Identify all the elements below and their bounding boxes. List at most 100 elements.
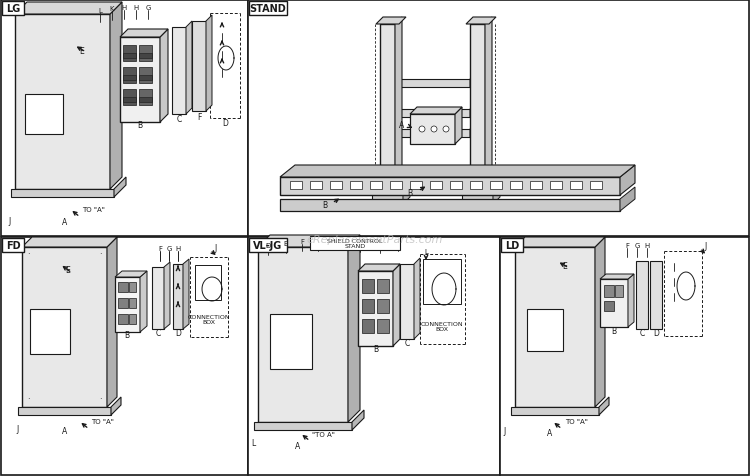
Bar <box>249 238 287 252</box>
Polygon shape <box>395 130 470 138</box>
Polygon shape <box>115 271 147 278</box>
Bar <box>377 299 389 313</box>
Polygon shape <box>470 73 477 88</box>
Text: CONNECTION
BOX: CONNECTION BOX <box>421 321 464 332</box>
Polygon shape <box>410 115 455 145</box>
Polygon shape <box>403 188 410 205</box>
Polygon shape <box>192 22 206 112</box>
Text: D: D <box>653 329 659 338</box>
Text: F: F <box>625 242 629 248</box>
Text: J: J <box>504 426 506 436</box>
Polygon shape <box>515 248 595 407</box>
Bar <box>139 90 152 106</box>
Text: G: G <box>634 242 640 248</box>
Text: B: B <box>322 201 328 210</box>
Text: D: D <box>222 119 228 128</box>
Text: TO "A": TO "A" <box>82 207 105 213</box>
Bar <box>1 238 248 475</box>
Polygon shape <box>114 178 126 198</box>
Bar <box>377 319 389 333</box>
Polygon shape <box>258 248 348 422</box>
Bar <box>139 46 152 62</box>
Text: B: B <box>124 331 130 340</box>
Polygon shape <box>120 38 160 123</box>
Polygon shape <box>595 238 605 407</box>
Text: D: D <box>266 242 271 248</box>
Circle shape <box>443 127 449 133</box>
Polygon shape <box>485 18 492 199</box>
Polygon shape <box>115 278 140 332</box>
Bar <box>248 238 500 475</box>
Polygon shape <box>280 199 620 211</box>
Bar <box>310 237 400 250</box>
Bar <box>139 76 152 81</box>
Polygon shape <box>380 25 395 199</box>
Polygon shape <box>650 261 662 329</box>
Text: ·: · <box>27 250 29 259</box>
Text: C: C <box>639 329 644 338</box>
Polygon shape <box>15 15 110 189</box>
Bar <box>590 182 602 189</box>
Bar <box>550 182 562 189</box>
Polygon shape <box>393 265 400 346</box>
Bar <box>123 68 136 84</box>
Text: ·: · <box>99 395 101 404</box>
Polygon shape <box>628 275 634 327</box>
Bar <box>129 298 136 308</box>
Bar <box>139 54 152 59</box>
Polygon shape <box>107 238 117 407</box>
Polygon shape <box>466 18 496 25</box>
Text: F: F <box>300 238 304 245</box>
Text: ·: · <box>99 250 101 259</box>
Polygon shape <box>22 238 117 248</box>
Polygon shape <box>400 265 414 339</box>
Polygon shape <box>111 397 121 415</box>
Polygon shape <box>636 261 648 329</box>
Polygon shape <box>511 407 599 415</box>
Text: H: H <box>644 242 650 248</box>
Polygon shape <box>414 258 420 339</box>
Polygon shape <box>160 30 168 123</box>
Polygon shape <box>358 271 393 346</box>
Bar <box>330 182 342 189</box>
Polygon shape <box>376 18 406 25</box>
Text: STAND: STAND <box>250 4 286 14</box>
Bar <box>410 182 422 189</box>
Bar <box>25 95 63 135</box>
Polygon shape <box>470 25 485 199</box>
Polygon shape <box>462 195 493 205</box>
Bar <box>362 299 374 313</box>
Text: ·: · <box>27 395 29 404</box>
Text: A: A <box>62 218 68 227</box>
Bar <box>1 1 248 237</box>
Bar <box>248 1 749 237</box>
Text: G: G <box>146 5 151 11</box>
Polygon shape <box>410 108 462 115</box>
Text: CONNECTION
BOX: CONNECTION BOX <box>188 314 230 325</box>
Bar <box>270 314 312 369</box>
Bar <box>290 182 302 189</box>
Bar <box>362 319 374 333</box>
Bar <box>129 282 136 292</box>
Text: H: H <box>357 239 362 246</box>
Bar <box>501 238 523 252</box>
Polygon shape <box>515 238 605 248</box>
Text: K: K <box>396 238 400 245</box>
Text: C: C <box>155 329 160 338</box>
Bar <box>423 259 461 304</box>
Polygon shape <box>470 123 477 138</box>
Text: G: G <box>315 238 321 245</box>
Bar <box>2 238 24 252</box>
Text: TO "A": TO "A" <box>565 418 588 424</box>
Text: C: C <box>176 115 182 124</box>
Polygon shape <box>18 407 111 415</box>
Text: E: E <box>284 240 288 247</box>
Bar <box>527 309 563 351</box>
Text: H: H <box>122 5 127 11</box>
Bar <box>615 286 623 298</box>
Polygon shape <box>15 3 122 15</box>
Bar <box>490 182 502 189</box>
Text: A: A <box>62 426 68 436</box>
Polygon shape <box>600 279 628 327</box>
Text: E: E <box>80 46 85 55</box>
